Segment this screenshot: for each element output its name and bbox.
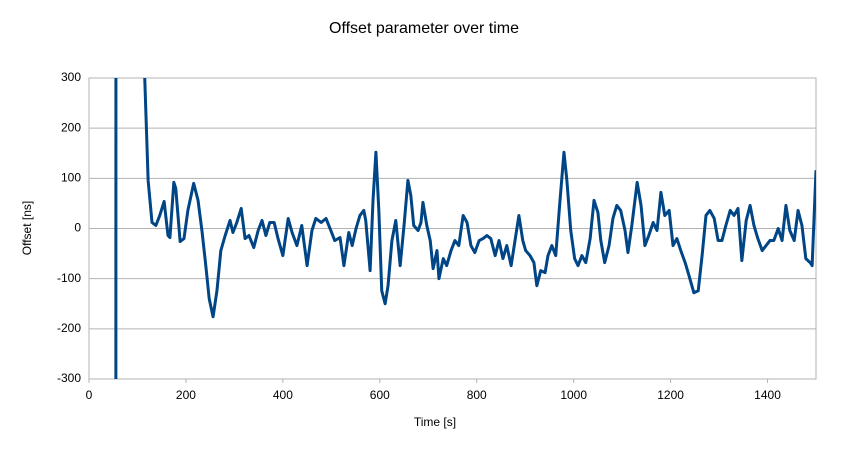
y-tick-label: 0 — [74, 221, 81, 235]
chart-title: Offset parameter over time — [329, 20, 519, 37]
x-tick-label: 1400 — [754, 388, 781, 402]
y-axis-label: Offset [ns] — [20, 201, 34, 255]
y-tick-label: 300 — [61, 70, 81, 84]
data-line — [114, 78, 816, 379]
y-tick-label: 200 — [61, 120, 81, 134]
y-tick-label: -100 — [57, 271, 81, 285]
y-tick-label: 100 — [61, 171, 81, 185]
x-tick-label: 1000 — [560, 388, 587, 402]
x-tick-label: 1200 — [657, 388, 684, 402]
y-tick-label: -200 — [57, 321, 81, 335]
y-tick-label: -300 — [57, 371, 81, 385]
x-tick-label: 400 — [273, 388, 293, 402]
x-tick-label: 600 — [370, 388, 390, 402]
x-tick-label: 800 — [467, 388, 487, 402]
x-tick-label: 200 — [176, 388, 196, 402]
x-axis-label: Time [s] — [414, 415, 456, 429]
x-tick-label: 0 — [86, 388, 93, 402]
